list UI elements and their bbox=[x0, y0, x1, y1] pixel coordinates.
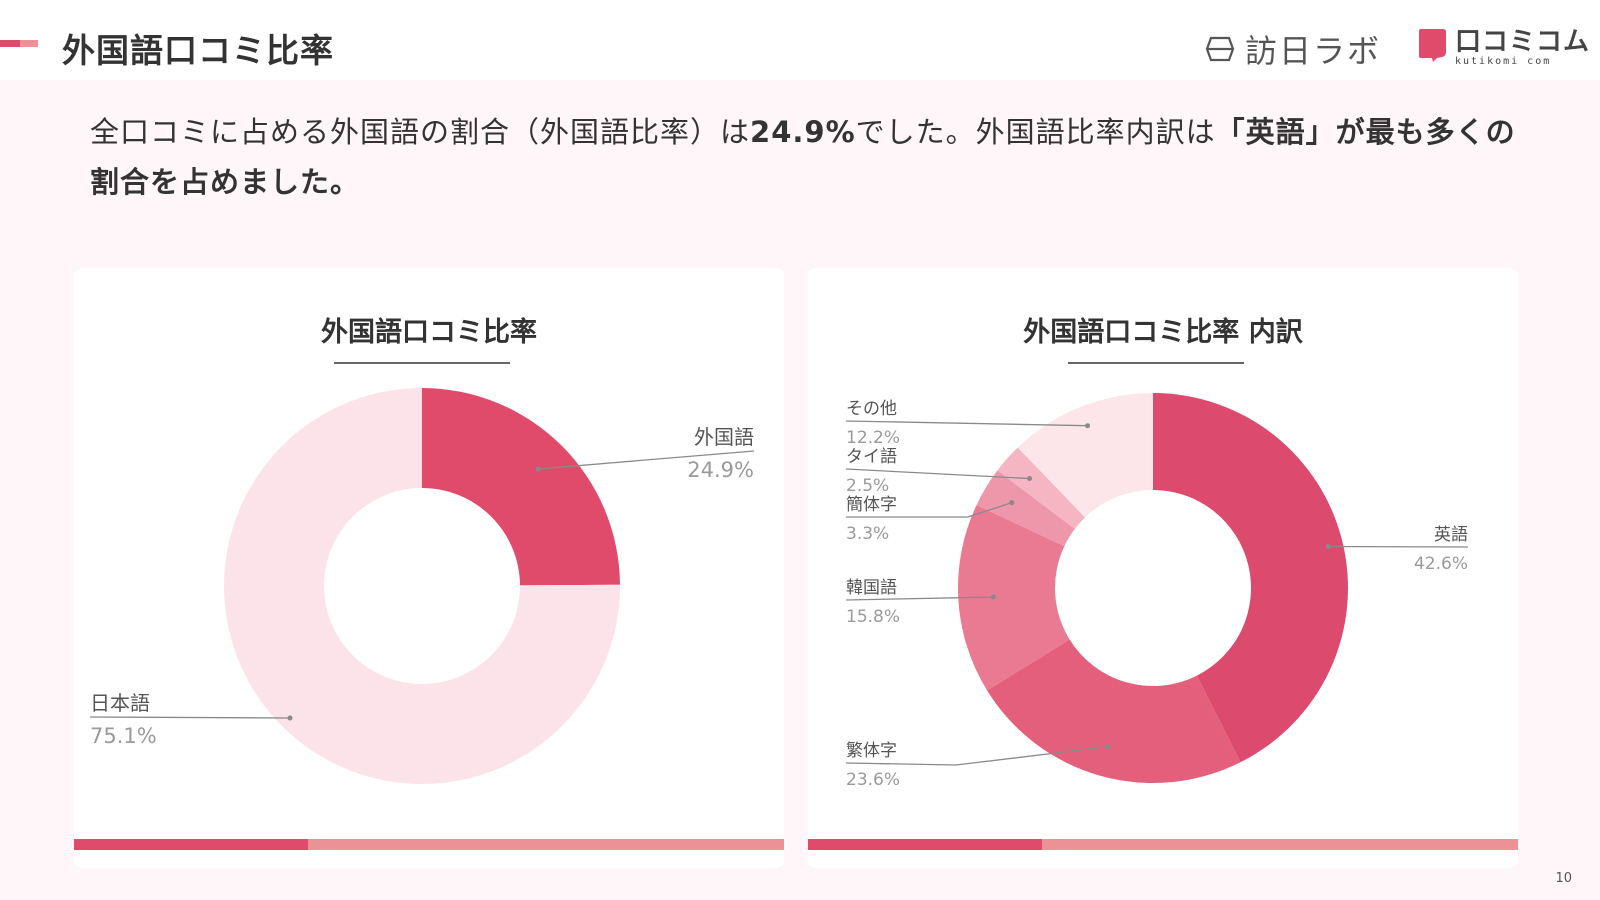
slice-value: 75.1% bbox=[90, 724, 157, 748]
leader-dot bbox=[1085, 423, 1091, 429]
slice-value: 23.6% bbox=[846, 770, 900, 790]
leader-line bbox=[846, 502, 1012, 518]
leader-line bbox=[845, 468, 1030, 480]
page-title: 外国語口コミ比率 bbox=[62, 31, 334, 70]
leader-line bbox=[845, 420, 1088, 427]
donut-slice-1 bbox=[422, 388, 620, 586]
kutikomi-logo: 口コミコム kutikomi com bbox=[1417, 28, 1590, 67]
donut-slice-1 bbox=[1153, 393, 1348, 763]
slice-value: 15.8% bbox=[846, 607, 900, 627]
summary-highlight-1: 24.9% bbox=[750, 115, 856, 149]
leader-line bbox=[845, 596, 994, 601]
slice-label: 英語 bbox=[1434, 525, 1468, 545]
leader-dot bbox=[287, 715, 293, 721]
leader-dot bbox=[1325, 544, 1331, 550]
leader-dot bbox=[990, 594, 996, 600]
chart-card-foreign-ratio: 外国語口コミ比率 外国語 24.9% 日本語 75.1% bbox=[74, 268, 784, 868]
donut-slice-4 bbox=[976, 470, 1075, 547]
summary-highlight-2: 「英語」が最も多くの割合を占めました。 bbox=[90, 115, 1516, 199]
leader-line bbox=[845, 746, 1109, 766]
slice-label: 韓国語 bbox=[846, 578, 897, 598]
donut-slice-2 bbox=[987, 639, 1241, 784]
card-footer-bar bbox=[74, 839, 784, 850]
page-number: 10 bbox=[1555, 871, 1572, 886]
slice-value: 12.2% bbox=[846, 428, 900, 448]
houjin-labo-logo: 訪日ラボ bbox=[1205, 26, 1381, 72]
slice-label: タイ語 bbox=[846, 447, 897, 467]
kutikomi-logo-icon bbox=[1419, 29, 1446, 62]
slice-value: 42.6% bbox=[1414, 554, 1468, 574]
donut-slice-5 bbox=[997, 447, 1086, 529]
chart-card-foreign-breakdown: 外国語口コミ比率 内訳 英語 42.6% 繁体字 23.6% 韓国語 15.8% 簡体字 3.… bbox=[808, 268, 1518, 868]
chart-title: 外国語口コミ比率 内訳 bbox=[1023, 317, 1303, 348]
slice-value: 2.5% bbox=[846, 476, 889, 496]
slice-label: 簡体字 bbox=[846, 495, 897, 515]
houjin-logo-text: 訪日ラボ bbox=[1245, 32, 1382, 70]
donut-chart-foreign-breakdown: 英語 42.6% 繁体字 23.6% 韓国語 15.8% 簡体字 3.3% タイ語 2.5% その他… bbox=[845, 393, 1469, 790]
donut-slice-3 bbox=[958, 504, 1070, 691]
card-footer-bar bbox=[808, 839, 1518, 850]
header-accent-bar bbox=[0, 40, 38, 47]
chart-title-underline bbox=[1068, 362, 1244, 364]
leader-dot bbox=[535, 466, 541, 472]
slice-label: 外国語 bbox=[694, 425, 754, 449]
leader-line bbox=[538, 450, 755, 470]
summary-part-2: でした。外国語比率内訳は bbox=[855, 115, 1216, 149]
kutikomi-logo-sub: kutikomi com bbox=[1455, 56, 1552, 67]
donut-chart-foreign-ratio: 外国語 24.9% 日本語 75.1% bbox=[89, 388, 755, 785]
slice-label: 日本語 bbox=[90, 691, 150, 715]
summary-part-1: 全口コミに占める外国語の割合（外国語比率）は bbox=[90, 115, 751, 149]
slice-value: 24.9% bbox=[687, 458, 754, 482]
kutikomi-logo-main: 口コミコム bbox=[1455, 27, 1591, 57]
leader-dot bbox=[1105, 744, 1111, 750]
slice-label: 繁体字 bbox=[846, 741, 897, 761]
houjin-logo-icon bbox=[1205, 36, 1235, 62]
chart-title-underline bbox=[334, 362, 510, 364]
summary-text: 全口コミに占める外国語の割合（外国語比率）は24.9%でした。外国語比率内訳は「… bbox=[90, 107, 1520, 207]
header-bar: 外国語口コミ比率 訪日ラボ 口コミコム kutikomi com bbox=[0, 0, 1600, 80]
donut-slice-6 bbox=[1017, 393, 1153, 518]
slice-label: その他 bbox=[846, 399, 897, 419]
leader-dot bbox=[1009, 500, 1015, 506]
chart-title: 外国語口コミ比率 bbox=[321, 317, 537, 348]
leader-line bbox=[89, 716, 291, 719]
donut-slice-2 bbox=[224, 388, 621, 785]
leader-dot bbox=[1027, 475, 1033, 481]
slice-value: 3.3% bbox=[846, 524, 889, 544]
